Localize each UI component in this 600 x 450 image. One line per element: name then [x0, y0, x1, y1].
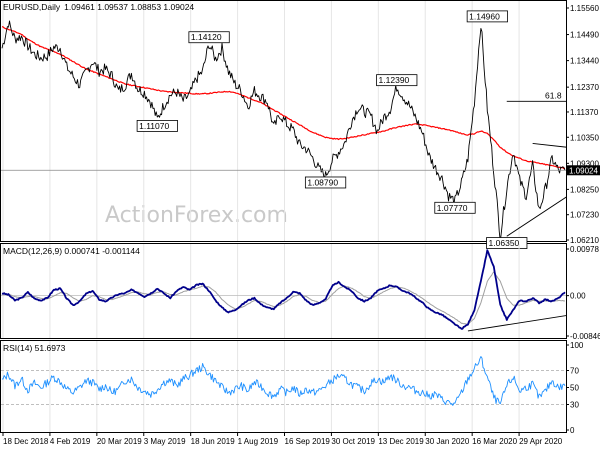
- rsi-y-tick-label: 0: [570, 426, 575, 435]
- price-y-tick-label: 1.10350: [570, 133, 599, 142]
- price-y-tick-label: 1.09300: [570, 159, 599, 168]
- price-annotation-box: [376, 74, 418, 87]
- watermark: ActionForex.com: [105, 203, 288, 228]
- x-tick-label: 16 Mar 2020: [472, 437, 517, 446]
- price-y-tick-label: 1.12370: [570, 83, 599, 92]
- macd-line: [1, 249, 566, 330]
- price-annotation-box: [136, 120, 178, 132]
- price-y-tick-label: 1.13440: [570, 57, 599, 66]
- fib-label: 61.8: [545, 90, 562, 100]
- trend-line: [532, 143, 567, 148]
- x-tick-label: 13 Dec 2019: [378, 437, 424, 446]
- rsi-y-tick-label: 30: [570, 401, 579, 410]
- x-tick-label: 18 Jun 2019: [191, 437, 236, 446]
- x-tick-label: 29 Apr 2020: [519, 437, 563, 446]
- price-annotation-box: [434, 201, 476, 214]
- rsi-y-tick-label: 50: [570, 384, 579, 393]
- price-annotation-box: [188, 31, 230, 44]
- moving-average-line: [1, 26, 566, 170]
- current-price-value: 1.09024: [569, 166, 598, 175]
- trend-line: [506, 196, 567, 237]
- rsi-panel-frame: [0, 340, 567, 433]
- x-tick-label: 20 Mar 2019: [97, 437, 142, 446]
- symbol-label: EURUSD,Daily 1.09461 1.09537 1.08853 1.09…: [3, 2, 194, 12]
- rsi-line: [1, 356, 566, 406]
- price-annotation-label: 1.11070: [139, 121, 169, 131]
- price-annotation-label: 1.06350: [489, 238, 520, 248]
- macd-y-tick-label: 0.00978: [570, 245, 599, 254]
- price-annotation-box: [486, 237, 528, 249]
- price-annotation-box: [304, 176, 347, 189]
- price-y-tick-label: 1.14490: [570, 31, 599, 40]
- x-tick-label: 1 Aug 2019: [238, 437, 279, 446]
- x-tick-label: 30 Oct 2019: [331, 437, 375, 446]
- rsi-title: RSI(14) 51.6973: [3, 343, 66, 353]
- macd-y-tick-label: -0.008464: [570, 332, 600, 341]
- x-tick-label: 16 Sep 2019: [285, 437, 331, 446]
- price-annotation-label: 1.14120: [191, 32, 222, 42]
- price-y-tick-label: 1.11370: [570, 108, 599, 117]
- price-y-tick-label: 1.07230: [570, 211, 599, 220]
- current-price-tag: [567, 165, 600, 176]
- macd-y-tick-label: 0.00: [570, 292, 586, 301]
- rsi-y-tick-label: 100: [570, 341, 584, 350]
- x-tick-label: 18 Dec 2018: [3, 437, 49, 446]
- price-annotation-box: [466, 10, 508, 23]
- price-annotation-label: 1.07770: [437, 203, 468, 213]
- macd-title: MACD(12,26,9) 0.000741 -0.001144: [3, 246, 140, 256]
- price-line: [1, 20, 566, 241]
- price-annotation-label: 1.14960: [469, 11, 500, 21]
- macd-panel-frame: [0, 243, 567, 339]
- rsi-y-tick-label: 70: [570, 367, 579, 376]
- x-tick-label: 30 Jan 2020: [425, 437, 470, 446]
- price-y-tick-label: 1.06210: [570, 236, 599, 245]
- x-tick-label: 4 Feb 2019: [50, 437, 91, 446]
- price-y-tick-label: 1.15560: [570, 4, 599, 13]
- price-panel-frame: [0, 0, 567, 242]
- price-y-tick-label: 1.08250: [570, 185, 599, 194]
- price-annotation-label: 1.12390: [379, 75, 410, 85]
- x-tick-label: 3 May 2019: [144, 437, 186, 446]
- macd-trend-line: [467, 315, 567, 332]
- price-annotation-label: 1.08790: [307, 177, 338, 187]
